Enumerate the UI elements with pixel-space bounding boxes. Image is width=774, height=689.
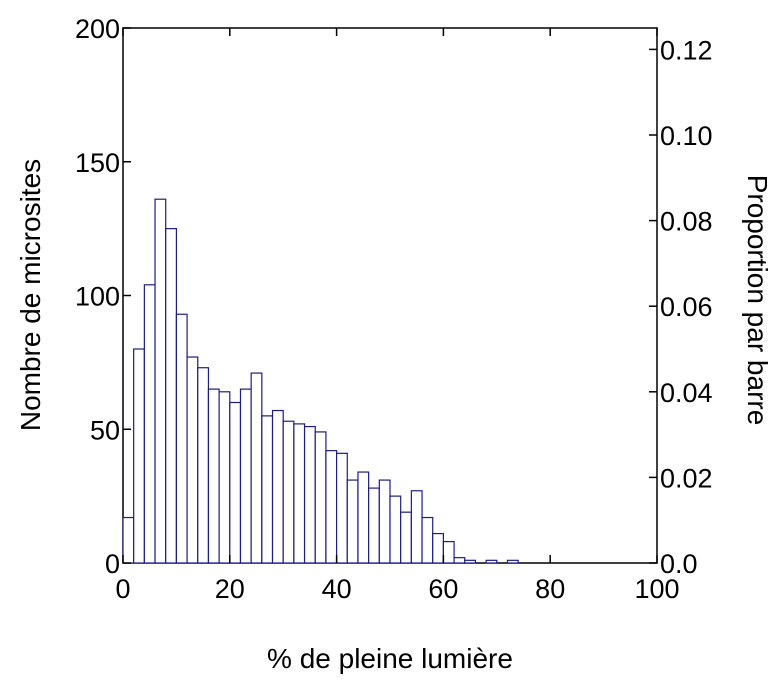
bar — [143, 284, 156, 564]
bar — [389, 495, 402, 564]
x-tick-label: 20 — [215, 574, 245, 604]
bar — [186, 356, 199, 564]
bar — [400, 511, 412, 564]
y2-tick-label: 0.08 — [660, 207, 713, 237]
bar — [229, 401, 242, 564]
y-tick-label: 50 — [90, 415, 120, 445]
bar — [303, 425, 316, 564]
bar — [485, 559, 498, 564]
y2-tick-label: 0.02 — [660, 463, 713, 493]
bar — [506, 559, 519, 564]
x-tick-label: 100 — [634, 574, 679, 604]
y-tick-label: 200 — [75, 14, 120, 44]
y2-tick-label: 0.04 — [660, 378, 713, 408]
bar — [346, 479, 359, 564]
bar — [218, 391, 231, 564]
bar — [432, 532, 445, 564]
bar — [250, 372, 263, 564]
bar — [442, 540, 455, 564]
bar — [261, 415, 274, 564]
bar — [282, 420, 295, 564]
y2-axis-title: Proportion par barre — [742, 175, 773, 426]
y2-tick-label: 0.06 — [660, 292, 713, 322]
y-tick-label: 0 — [105, 549, 120, 579]
bar — [325, 450, 338, 564]
bar — [314, 431, 327, 564]
bar — [293, 423, 306, 564]
bar — [453, 557, 466, 564]
y-axis-title: Nombre de microsites — [15, 159, 46, 431]
x-axis-title: % de pleine lumière — [267, 643, 513, 674]
bar — [165, 228, 178, 564]
x-tick-label: 60 — [428, 574, 458, 604]
bar — [368, 487, 380, 564]
bar — [357, 471, 370, 564]
x-tick-label: 0 — [115, 574, 130, 604]
y2-tick-label: 0.10 — [660, 121, 713, 151]
bar — [207, 388, 220, 564]
bar — [421, 516, 434, 564]
bar — [336, 452, 348, 564]
bar — [410, 490, 423, 564]
y2-tick-label: 0.0 — [660, 549, 698, 579]
x-tick-label: 80 — [535, 574, 565, 604]
bar — [378, 479, 391, 564]
bar — [175, 313, 188, 564]
bar — [239, 388, 252, 564]
bar — [271, 409, 284, 564]
bar — [197, 367, 210, 564]
y-tick-label: 150 — [75, 148, 120, 178]
bar — [464, 559, 477, 564]
bar — [133, 348, 145, 564]
bar — [122, 516, 135, 564]
y2-tick-label: 0.12 — [660, 35, 713, 65]
x-tick-label: 40 — [322, 574, 352, 604]
bar — [154, 198, 167, 564]
y-tick-label: 100 — [75, 282, 120, 312]
